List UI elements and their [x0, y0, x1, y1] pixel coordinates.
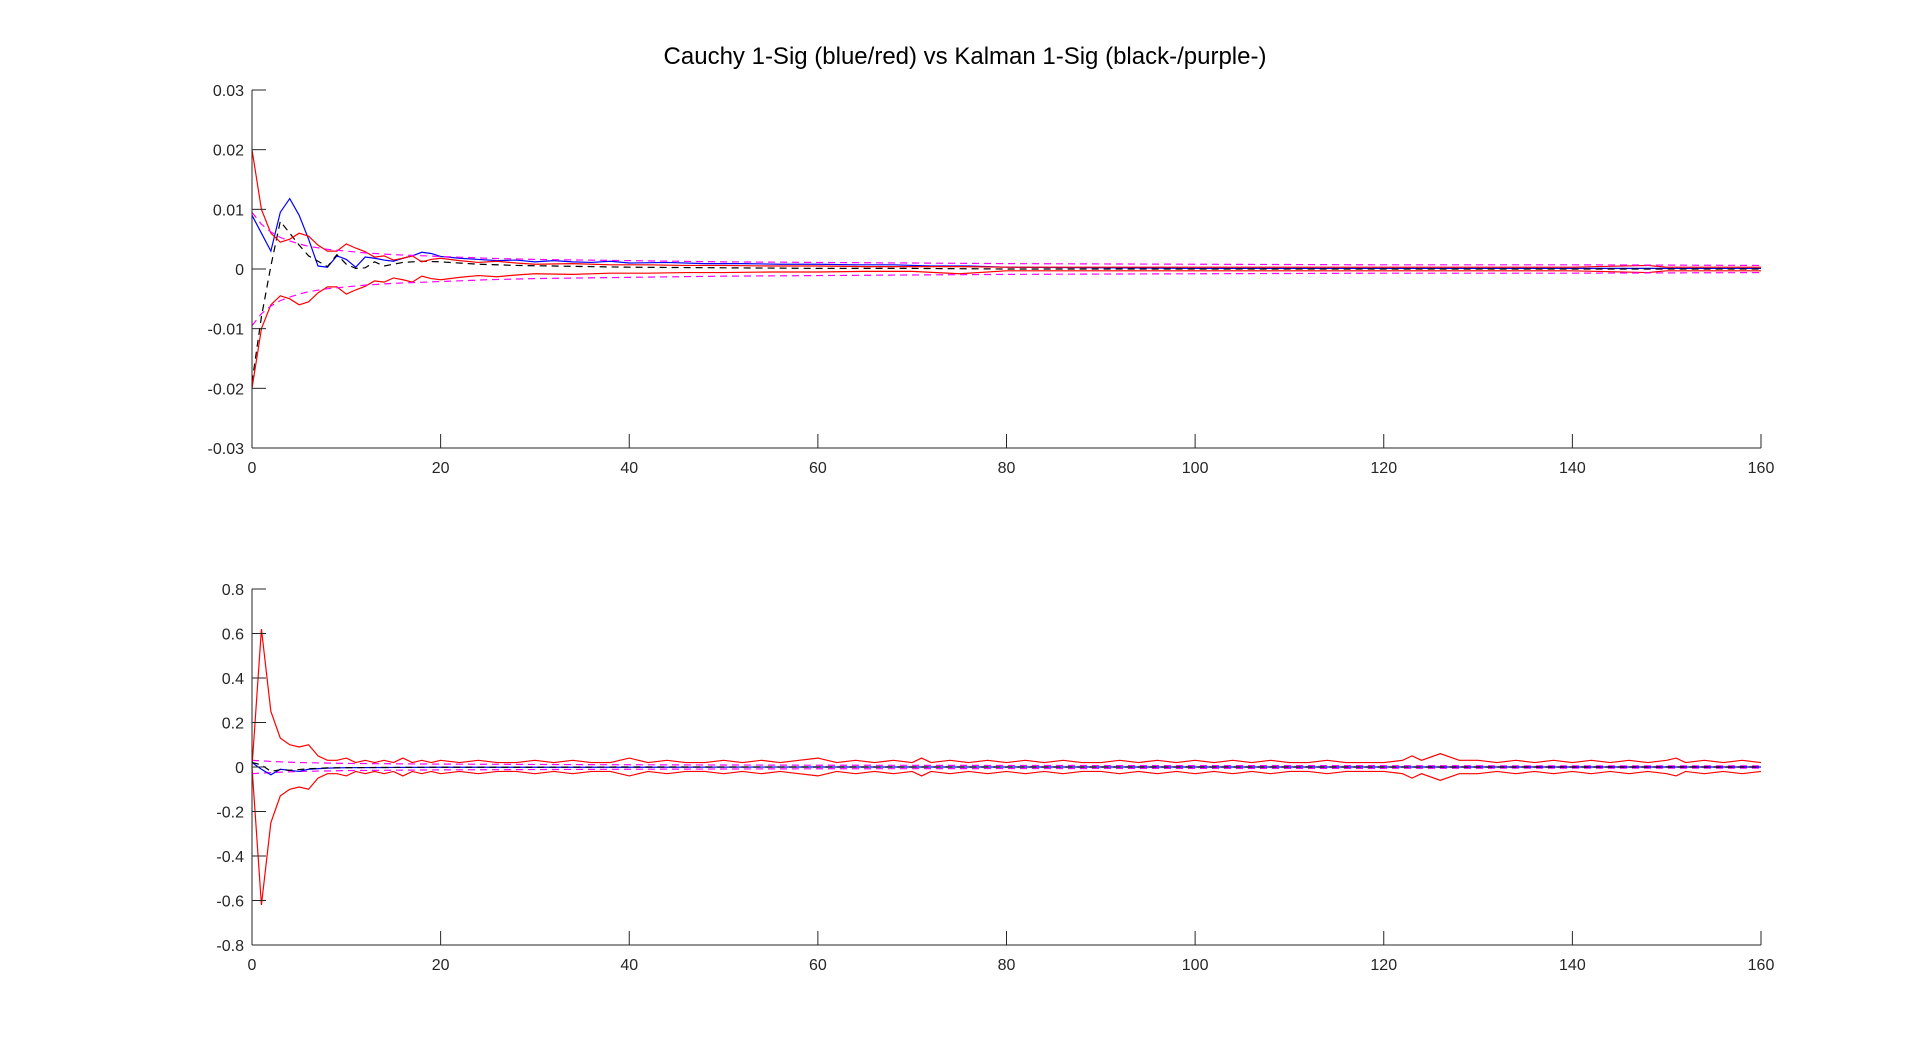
- y-tick-label: 0.6: [222, 627, 244, 644]
- y-tick-label: 0.01: [213, 202, 244, 219]
- x-tick-label: 140: [1559, 460, 1586, 477]
- series-line-kalman-sigma-upper-1: [251, 759, 1761, 767]
- y-tick-label: 0.8: [222, 582, 244, 599]
- series-line-cauchy-sigma-lower-0: [251, 270, 1761, 389]
- x-tick-label: 40: [620, 460, 638, 477]
- y-tick-label: 0.4: [222, 671, 244, 688]
- y-tick-label: -0.6: [216, 894, 244, 911]
- bottom-subplot: 0 20 40 60 80 100 120 140 160 0.8 0.6 0.4 0.2 0 -0.2 -0…: [216, 582, 1774, 974]
- x-tick-label: 140: [1559, 957, 1586, 974]
- y-tick-label: 0: [235, 760, 244, 777]
- y-tick-label: -0.03: [208, 441, 245, 458]
- x-tick-label: 80: [998, 460, 1016, 477]
- y-tick-label: -0.2: [216, 805, 244, 822]
- top-subplot: 0 20 40 60 80 100 120 140 160 0.03 0.02 0.01 0 -0.01 -…: [208, 83, 1775, 477]
- x-tick-label: 60: [809, 957, 827, 974]
- series-line-kalman-sigma-lower-0: [251, 271, 1762, 327]
- x-tick-label: 120: [1370, 957, 1397, 974]
- x-tick-label: 0: [248, 957, 257, 974]
- x-tick-label: 80: [998, 957, 1016, 974]
- series-line-cauchy-sigma-upper-0: [251, 149, 1761, 268]
- series-line-cauchy-sigma-lower-1: [251, 766, 1762, 906]
- x-tick-label: 100: [1182, 460, 1209, 477]
- y-tick-label: 0.03: [213, 83, 244, 100]
- series-line-kalman-error-1: [251, 761, 1761, 773]
- y-tick-label: 0: [235, 262, 244, 279]
- y-tick-label: -0.02: [208, 381, 245, 398]
- y-tick-label: -0.4: [216, 849, 244, 866]
- x-tick-label: 160: [1748, 460, 1775, 477]
- series-line-cauchy-sigma-upper-1: [251, 628, 1762, 768]
- x-tick-label: 40: [620, 957, 638, 974]
- x-tick-label: 20: [432, 460, 450, 477]
- series-line-kalman-sigma-upper-0: [251, 211, 1762, 267]
- y-tick-label: -0.8: [216, 938, 244, 955]
- figure-title: Cauchy 1-Sig (blue/red) vs Kalman 1-Sig …: [664, 43, 1267, 70]
- y-tick-label: -0.01: [208, 322, 245, 339]
- y-tick-label: 0.2: [222, 716, 244, 733]
- x-tick-label: 20: [432, 957, 450, 974]
- x-tick-label: 60: [809, 460, 827, 477]
- x-tick-label: 0: [248, 460, 257, 477]
- series-line-kalman-error-0: [251, 219, 1761, 383]
- x-tick-label: 100: [1182, 957, 1209, 974]
- x-tick-label: 160: [1748, 957, 1775, 974]
- x-tick-label: 120: [1370, 460, 1397, 477]
- y-tick-label: 0.02: [213, 143, 244, 160]
- series-line-kalman-sigma-lower-1: [251, 767, 1761, 775]
